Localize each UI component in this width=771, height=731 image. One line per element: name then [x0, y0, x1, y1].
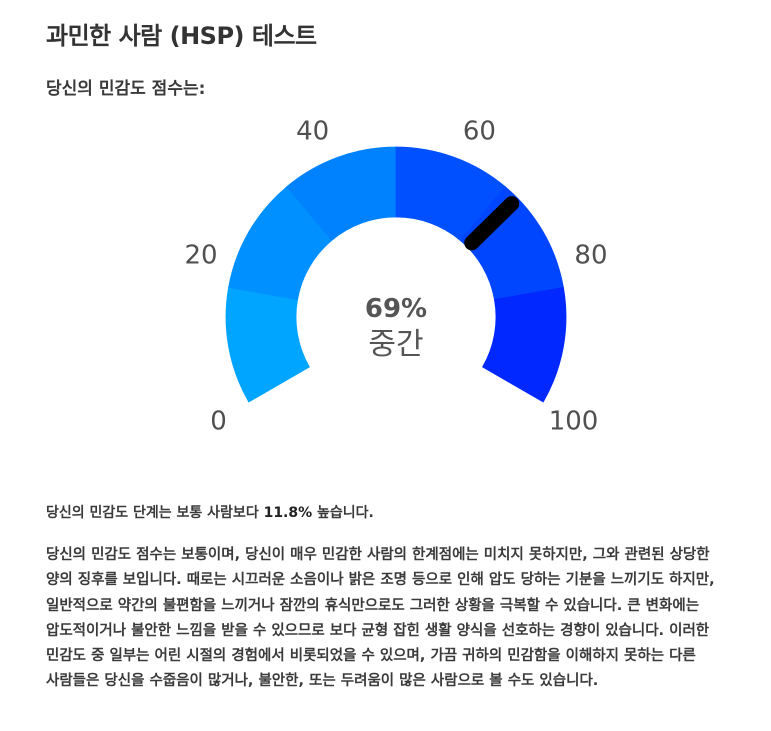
- gauge-segments: [225, 146, 567, 403]
- gauge-segment: [225, 287, 310, 403]
- gauge-tick-label: 80: [574, 241, 607, 271]
- sensitivity-gauge: 0 20 40 60 80 100 69% 중간: [184, 117, 607, 437]
- gauge-value: 69%: [365, 294, 427, 324]
- gauge-tick-label: 60: [463, 117, 496, 147]
- gauge-tick-label: 40: [296, 117, 329, 147]
- comparison-prefix: 당신의 민감도 단계는 보통 사람보다: [46, 505, 264, 521]
- gauge-needle: [464, 196, 520, 251]
- gauge-segment: [482, 287, 567, 403]
- comparison-suffix: 높습니다.: [312, 505, 374, 521]
- gauge-tick-labels: 0 20 40 60 80 100: [184, 117, 607, 437]
- result-description: 당신의 민감도 점수는 보통이며, 당신이 매우 민감한 사람의 한계점에는 미…: [46, 547, 715, 690]
- gauge-tick-label: 0: [210, 407, 227, 437]
- gauge-tick-label: 100: [549, 407, 599, 437]
- comparison-text: 당신의 민감도 단계는 보통 사람보다 11.8% 높습니다.: [46, 502, 746, 522]
- page-title: 과민한 사람 (HSP) 테스트: [46, 22, 317, 50]
- gauge-tick-label: 20: [184, 241, 217, 271]
- comparison-value: 11.8%: [263, 505, 313, 521]
- gauge-level: 중간: [368, 327, 423, 362]
- score-heading: 당신의 민감도 점수는:: [46, 79, 206, 99]
